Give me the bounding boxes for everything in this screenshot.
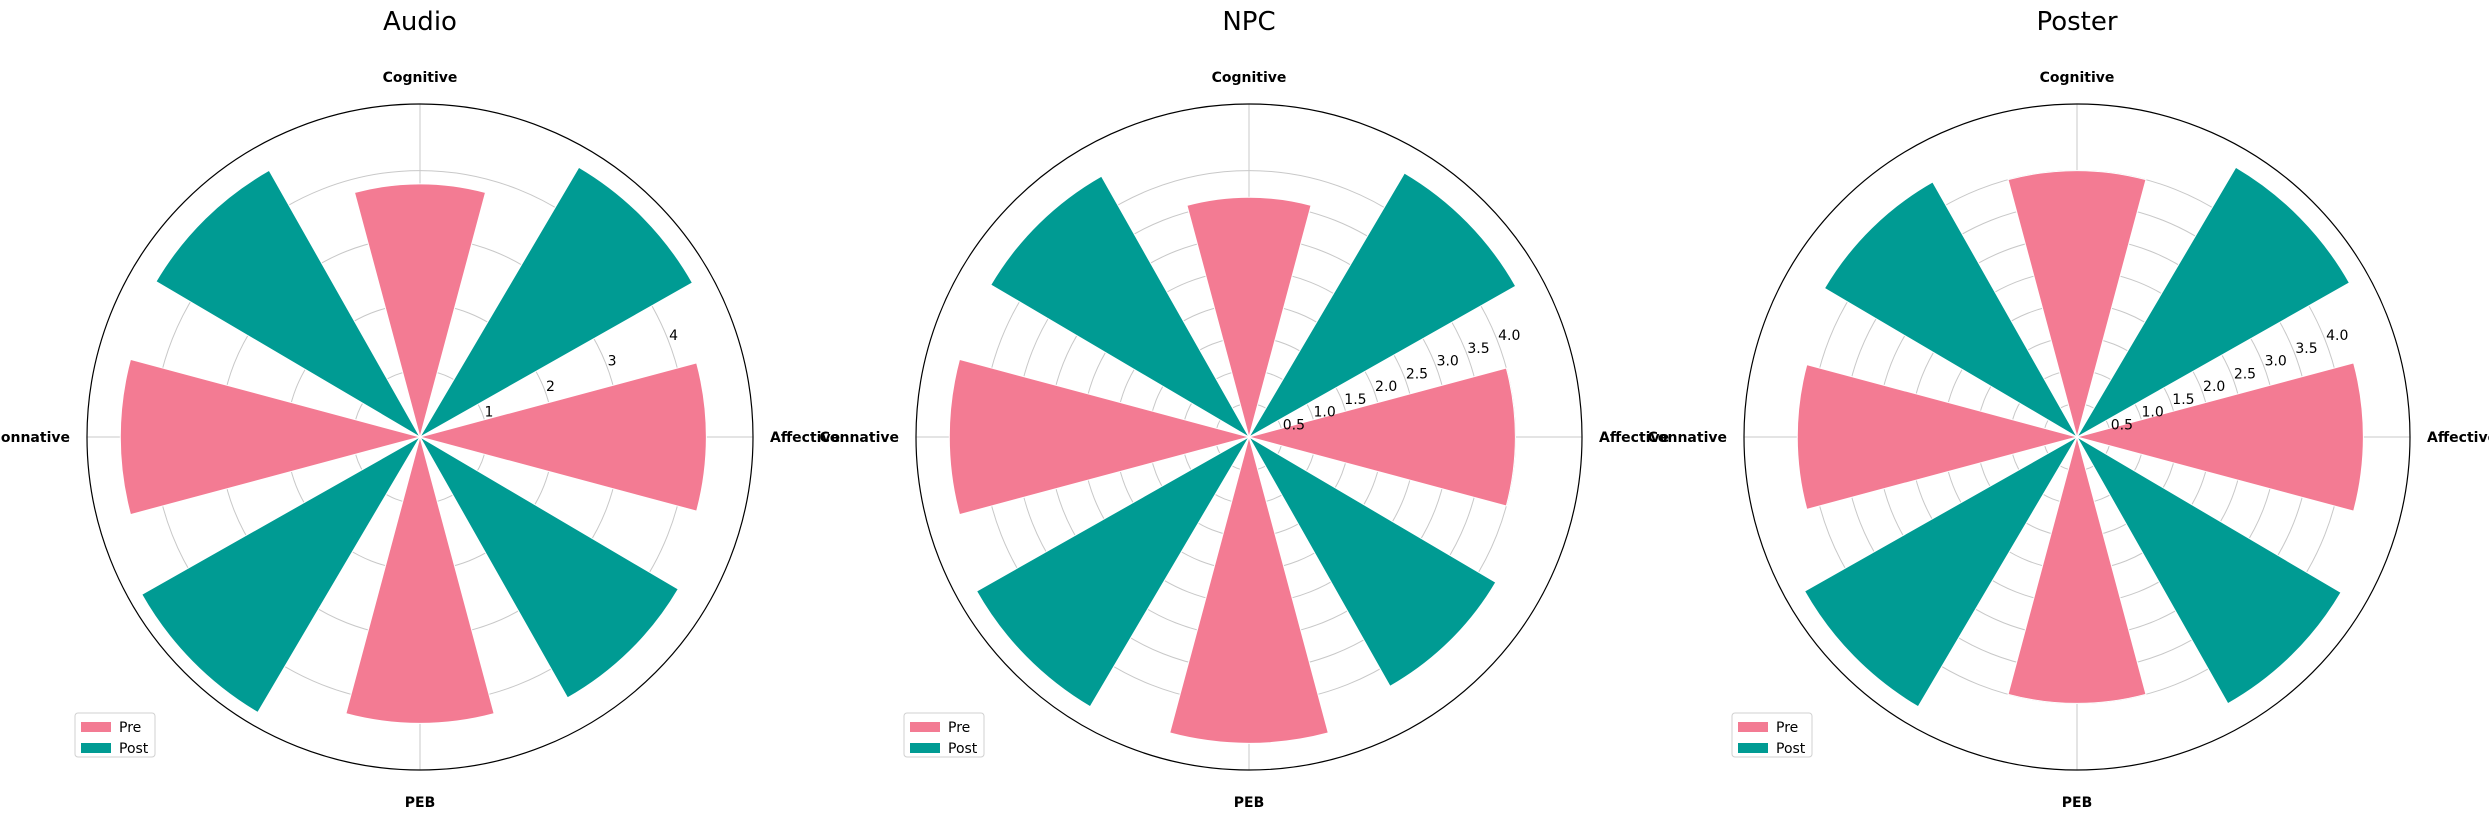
bar-pre-cognitive [1186,196,1312,439]
bar-post-connative [975,435,1251,708]
bars [948,172,1517,744]
radial-tick-label: 1.5 [2172,392,2194,408]
category-labels: Affective Cognitive Connative PEB [0,70,840,811]
bar-post-affective [2075,166,2351,439]
radial-tick-label: 2.0 [2203,379,2225,395]
category-label-cognitive: Cognitive [2040,70,2115,86]
category-labels: Affective Cognitive Connative PEB [1648,70,2489,811]
polar-frame [915,103,1583,771]
polar-frame [1743,103,2411,771]
legend-swatch-post [81,743,111,753]
chart-title: NPC [1222,7,1275,37]
polar-chart-audio: Audio 1 2 3 4 Affective Cognitive Connative PEB P… [0,7,840,811]
bar-pre-connative [948,358,1251,516]
bar-post-peb [1247,435,1497,687]
bar-pre-peb [345,435,495,724]
bar-post-affective [1247,172,1517,439]
legend-label-post: Post [948,741,978,757]
legend-label-pre: Pre [948,720,970,736]
polar-chart-npc: NPC 0.5 1.0 1.5 2.0 2.5 3.0 3.5 4.0 Affective Cogn… [820,7,1669,811]
legend-swatch-pre [1738,722,1768,732]
polar-chart-poster: Poster 0.5 1.0 1.5 2.0 2.5 3.0 3.5 4.0 Affective C… [1648,7,2489,811]
bar-post-connative [1803,435,2079,708]
bar-post-peb [418,435,679,699]
bar-post-affective [418,166,694,439]
bar-pre-connative [1796,363,2079,511]
radial-tick-label: 3.0 [1437,354,1459,370]
legend: Pre Post [74,712,156,758]
category-label-cognitive: Cognitive [383,70,458,86]
radial-tick-label: 2 [546,379,555,395]
radial-tick-label: 3.0 [2265,354,2287,370]
category-label-peb: PEB [405,795,436,811]
bars [1796,166,2364,708]
chart-title: Poster [2036,7,2117,37]
radial-tick-label: 1.0 [1314,405,1336,421]
category-label-peb: PEB [1234,795,1265,811]
radial-tick-label: 3.5 [1467,341,1489,357]
category-label-connative: Connative [0,430,70,446]
bar-pre-cognitive [353,183,487,439]
category-label-connative: Connative [820,430,899,446]
radial-tick-label: 2.0 [1375,379,1397,395]
radial-tick-label: 3 [608,354,617,370]
bars [119,166,707,724]
bar-pre-connative [119,358,422,516]
bar-post-cognitive [1823,181,2079,439]
legend-swatch-post [1738,743,1768,753]
radial-tick-label: 1.5 [1344,392,1366,408]
bar-pre-affective [2075,362,2364,512]
radial-tick-label: 2.5 [2234,366,2256,382]
radial-tick-label: 1 [485,405,494,421]
radial-tick-label: 0.5 [2111,417,2133,433]
bar-pre-cognitive [2007,170,2147,439]
legend: Pre Post [903,712,985,758]
legend-swatch-post [910,743,940,753]
radial-tick-label: 3.5 [2295,341,2317,357]
bar-post-connative [141,435,422,714]
radial-ticks: 0.5 1.0 1.5 2.0 2.5 3.0 3.5 4.0 [1283,328,1521,433]
legend-label-post: Post [1776,741,1806,757]
bar-post-peb [2075,435,2342,705]
category-label-affective: Affective [2427,430,2489,446]
category-label-peb: PEB [2062,795,2093,811]
bar-post-cognitive [155,169,422,439]
radial-tick-label: 0.5 [1283,417,1305,433]
category-label-cognitive: Cognitive [1212,70,1287,86]
radial-tick-label: 4.0 [2326,328,2348,344]
radial-tick-label: 4.0 [1498,328,1520,344]
radial-tick-label: 2.5 [1406,366,1428,382]
bar-pre-affective [1247,367,1516,507]
category-label-connative: Connative [1648,430,1727,446]
bar-post-cognitive [990,175,1251,439]
category-labels: Affective Cognitive Connative PEB [820,70,1669,811]
legend-label-pre: Pre [119,720,141,736]
category-label-affective: Affective [1599,430,1669,446]
category-label-affective: Affective [770,430,840,446]
legend-swatch-pre [910,722,940,732]
bar-pre-peb [2007,435,2147,704]
legend-label-pre: Pre [1776,720,1798,736]
bar-pre-peb [1169,435,1329,744]
radial-tick-label: 4 [669,328,678,344]
legend: Pre Post [1731,712,1813,758]
bar-pre-affective [418,362,707,512]
legend-swatch-pre [81,722,111,732]
radial-tick-label: 1.0 [2142,405,2164,421]
polar-frame [86,103,754,771]
radial-ticks: 1 2 3 4 [485,328,679,420]
radial-ticks: 0.5 1.0 1.5 2.0 2.5 3.0 3.5 4.0 [2111,328,2349,433]
legend-label-post: Post [119,741,149,757]
chart-title: Audio [383,7,457,37]
